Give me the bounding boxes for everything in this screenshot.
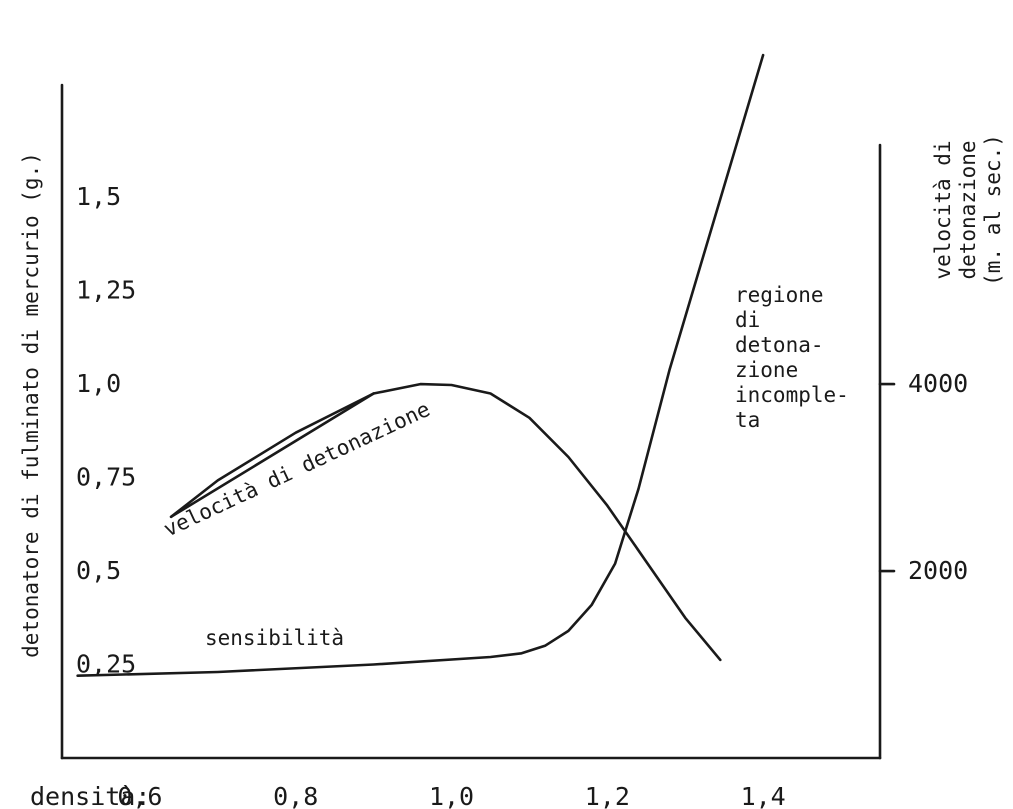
right-y-tick-label: 4000	[908, 369, 968, 398]
y-tick-label: 0,5	[76, 556, 121, 585]
y-tick-label: 1,0	[76, 369, 121, 398]
x-tick-label: 1,0	[429, 782, 474, 809]
x-tick-labels: 0,6 0,8 1,0 1,2 1,4	[117, 782, 785, 809]
right-y-axis-label-line-1: velocità di	[931, 140, 955, 279]
right-y-tick-labels: 2000 4000	[878, 369, 968, 585]
series-line-1	[169, 382, 722, 662]
y-tick-label: 1,25	[76, 276, 136, 305]
x-tick-label: 0,6	[117, 782, 162, 809]
annotation-line-6: ta	[735, 408, 760, 432]
x-tick-label: 1,2	[585, 782, 630, 809]
annotation-line-1: regione	[735, 283, 824, 307]
annotation-line-5: incomple-	[735, 383, 849, 407]
right-y-tick-label: 2000	[908, 556, 968, 585]
y-tick-label: 0,75	[76, 463, 136, 492]
annotation-line-4: zione	[735, 358, 798, 382]
y-axis-label: detonatore di fulminato di mercurio (g.)	[19, 152, 43, 658]
series-label-velocita-line-1: velocità di detonazione	[160, 397, 434, 542]
x-axis-label: densità:	[30, 782, 150, 809]
y-tick-labels: 0,250,50,751,01,251,5	[76, 182, 136, 678]
x-tick-label: 0,8	[273, 782, 318, 809]
right-y-axis-label-line-2: detonazione	[956, 140, 980, 279]
right-y-axis-label-line-3: (m. al sec.)	[981, 134, 1005, 286]
y-tick-label: 1,5	[76, 182, 121, 211]
x-tick-label: 1,4	[741, 782, 786, 809]
right-y-axis-label: velocità di detonazione (m. al sec.)	[931, 134, 1005, 286]
incomplete-detonation-annotation: regione di detona- zione incomple- ta	[735, 283, 849, 432]
annotation-line-2: di	[735, 308, 760, 332]
series-line-0	[76, 53, 765, 678]
series-label-sensibilita: sensibilità	[205, 626, 344, 650]
annotation-line-3: detona-	[735, 333, 824, 357]
series-lines	[76, 53, 765, 678]
velocity-label-underline	[169, 392, 375, 519]
